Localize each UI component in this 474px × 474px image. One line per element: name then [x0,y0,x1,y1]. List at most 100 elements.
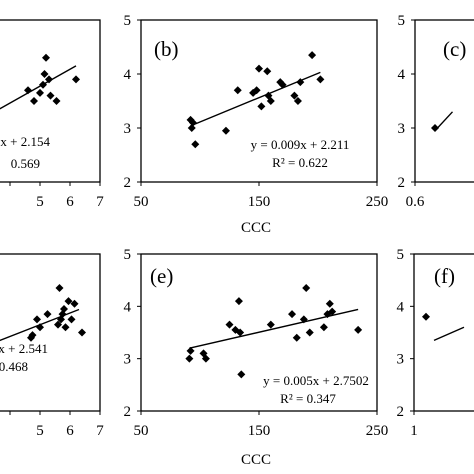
r-squared: R² = 0.347 [280,391,336,406]
panel-a: 5 6 7 007x + 2.154 0.569 [0,19,104,210]
panel-d: 5 6 7 0.221x + 2.541 R² = 0.468 [0,253,104,439]
data-point [305,328,314,337]
data-point [45,75,53,84]
data-point [252,86,261,95]
regression-equation: y = 0.009x + 2.211 [251,137,350,152]
y-tick-label: 5 [124,247,132,263]
data-point [39,80,47,89]
data-point [422,312,430,321]
data-point [36,88,44,97]
x-tick-label: 50 [134,423,149,439]
y-tick-label: 4 [398,67,406,83]
data-point [46,91,55,100]
data-point [28,331,37,340]
data-point [70,299,79,308]
y-tick-label: 5 [124,13,132,29]
panel-b: 2 3 4 5 50 150 250 (b) y = 0.009x + 2.211 R² = 0.… [124,13,389,236]
x-tick-label: 7 [96,194,104,210]
y-tick-label: 4 [124,67,132,83]
y-tick-label: 5 [397,247,405,263]
y-tick-label: 3 [397,352,405,368]
data-point [191,140,200,149]
plot-area [413,253,474,412]
y-tick-label: 3 [124,121,132,137]
data-point [60,304,68,313]
x-tick-label: 250 [366,194,389,210]
r-squared: R² = 0.468 [0,359,28,374]
panel-f: 2 3 4 5 1 (f) [397,247,474,439]
data-point [302,284,311,293]
data-point [255,64,263,73]
r-squared: R² = 0.622 [272,155,328,170]
data-point [266,320,275,329]
data-point [266,97,275,105]
data-point [43,310,52,319]
data-point [257,102,266,111]
data-point [319,323,328,332]
data-point [431,124,439,132]
y-tick-label: 2 [124,175,132,191]
panel-e: 2 3 4 5 50 150 250 (e) y = 0.005x + 2.7502 R² = 0… [124,247,389,468]
y-tick-label: 4 [124,299,132,315]
data-point [40,70,49,78]
data-point [67,315,76,324]
trend-line [189,308,359,349]
x-tick-label: 7 [96,423,104,439]
x-tick-label: 1 [410,423,418,439]
data-point [236,328,245,337]
x-tick-label: 150 [248,423,271,439]
x-axis-title: CCC [241,220,271,236]
data-point [186,346,195,355]
data-point [72,75,80,84]
y-tick-label: 3 [124,352,132,368]
x-tick-label: 6 [66,423,74,439]
data-point [234,297,243,306]
plot-area [414,19,474,183]
data-point [225,320,234,329]
data-point [64,297,73,306]
data-point [78,328,86,337]
data-point [185,354,194,363]
r-squared: 0.569 [11,156,40,171]
regression-equation: 0.221x + 2.541 [0,341,48,356]
data-point [292,333,301,342]
data-point [42,53,50,62]
data-point [288,310,297,319]
data-point [290,91,299,100]
data-point [233,86,242,95]
panel-c: 2 3 4 5 0.6 (c) [398,13,474,210]
panel-label: (b) [154,37,179,61]
data-point [278,80,287,89]
y-tick-label: 3 [398,121,406,137]
x-tick-label: 50 [134,194,149,210]
data-point [296,78,305,87]
panel-label: (f) [434,264,455,288]
x-tick-label: 0.6 [406,194,425,210]
data-point [316,75,325,84]
data-point [187,124,196,132]
data-point [221,126,230,135]
data-point [328,307,337,316]
data-point [24,86,32,95]
data-point [30,97,38,105]
regression-equation: 007x + 2.154 [0,134,50,149]
data-point [52,97,61,105]
y-tick-label: 2 [398,175,406,191]
data-point [36,323,44,332]
plot-area [0,19,101,183]
data-point [188,118,197,127]
y-tick-label: 4 [397,299,405,315]
data-point [55,284,64,293]
data-point [237,370,246,379]
data-point [293,97,302,105]
data-point [61,323,70,332]
data-point [308,51,317,60]
panel-label: (e) [150,264,173,288]
x-tick-label: 250 [366,423,389,439]
y-tick-label: 2 [397,404,405,420]
data-point [354,325,363,334]
data-point [263,67,272,76]
x-tick-label: 5 [36,194,44,210]
data-point [325,299,334,308]
